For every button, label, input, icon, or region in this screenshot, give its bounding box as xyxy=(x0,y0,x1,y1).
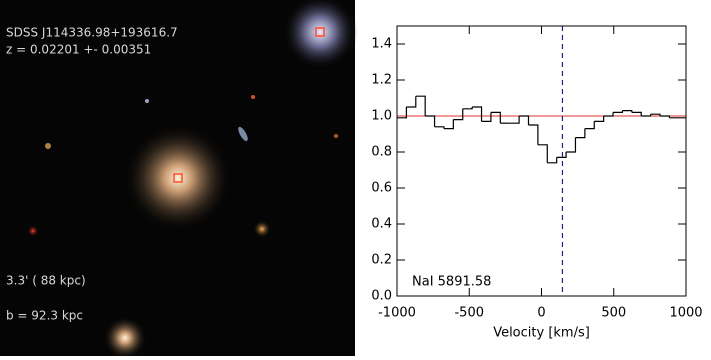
step-segment xyxy=(528,124,539,145)
step-segment xyxy=(566,137,577,153)
plot-frame xyxy=(396,25,687,297)
y-tick-label: 0.2 xyxy=(371,253,392,268)
step-segment xyxy=(659,115,670,118)
object-name: SDSS J114336.98+193616.7 xyxy=(6,26,178,40)
y-tick-label: 1.0 xyxy=(371,109,392,124)
step-segment xyxy=(519,115,530,125)
step-segment xyxy=(547,157,558,164)
y-tick-label: 1.2 xyxy=(371,73,392,88)
scale: 3.3' ( 88 kpc) xyxy=(6,274,86,288)
step-segment xyxy=(490,111,501,124)
x-tick-label: -500 xyxy=(454,306,484,321)
step-segment xyxy=(425,115,436,127)
step-segment xyxy=(594,116,605,122)
step-segment xyxy=(641,114,652,117)
step-segment xyxy=(443,119,454,130)
step-segment xyxy=(453,108,464,121)
x-tick-label: 1000 xyxy=(669,306,702,321)
step-segment xyxy=(537,144,548,163)
y-tick-label: 0.6 xyxy=(371,181,392,196)
step-segment xyxy=(397,107,407,119)
step-segment xyxy=(603,112,614,117)
step-segment xyxy=(575,128,586,139)
step-segment xyxy=(434,126,445,129)
step-segment xyxy=(472,106,483,122)
step-segment xyxy=(556,152,567,158)
x-tick-label: 0 xyxy=(537,306,545,321)
x-axis-label: Velocity [km/s] xyxy=(493,326,590,341)
y-tick-label: 0.8 xyxy=(371,145,392,160)
y-tick-label: 1.4 xyxy=(371,37,392,52)
step-segment xyxy=(622,110,633,113)
annotation: NaI 5891.58 xyxy=(412,275,491,290)
y-tick-label: 0.4 xyxy=(371,217,392,232)
step-segment xyxy=(584,121,595,130)
redshift: z = 0.02201 +- 0.00351 xyxy=(6,43,151,57)
x-tick-label: -1000 xyxy=(378,306,416,321)
x-tick-label: 500 xyxy=(601,306,626,321)
step-segment xyxy=(509,116,520,124)
step-segment xyxy=(481,112,492,122)
impact-parameter: b = 92.3 kpc xyxy=(6,309,83,323)
step-segment xyxy=(415,95,426,116)
plot: 0.0 0.2 0.4 0.6 0.8 1.0 1.2 1.4 -1000 -500 0 500 100… xyxy=(371,25,703,341)
y-tick-label: 0.0 xyxy=(371,289,392,304)
step-segment xyxy=(613,110,624,113)
step-segment xyxy=(462,107,473,110)
step-segment xyxy=(631,111,642,116)
step-segment xyxy=(406,96,417,108)
sky-image: SDSS J114336.98+193616.7 z = 0.02201 +- … xyxy=(0,0,358,360)
